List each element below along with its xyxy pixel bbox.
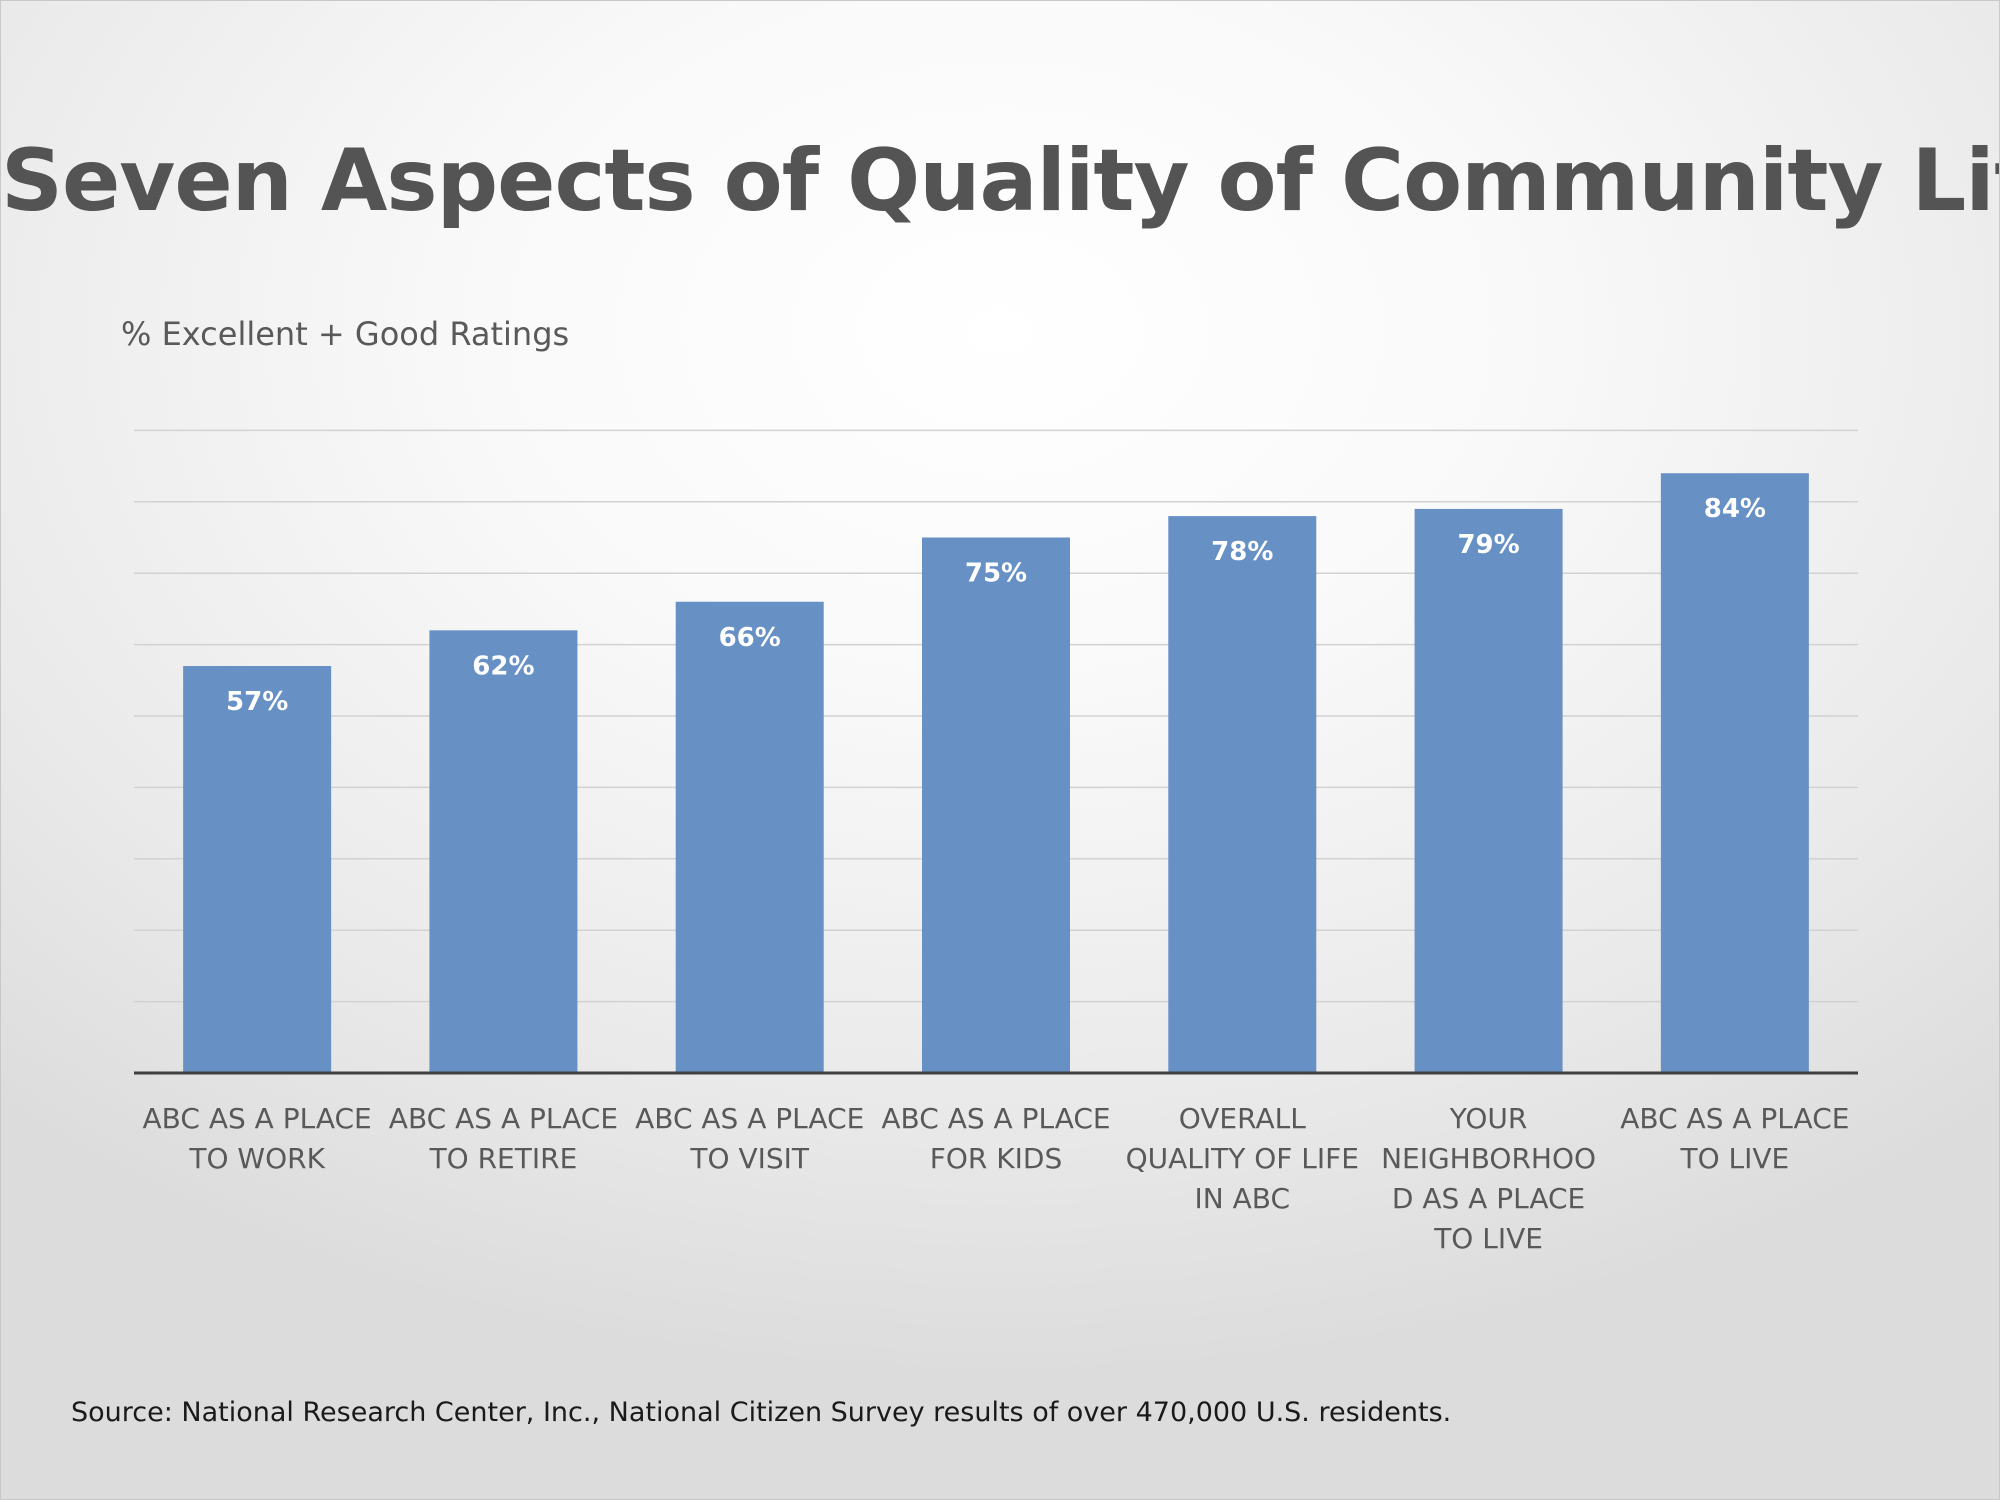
bar-7 xyxy=(1660,473,1809,1073)
bar-1 xyxy=(183,666,332,1073)
category-label-2: ABC AS A PLACE TO RETIRE xyxy=(388,1102,619,1175)
bars xyxy=(183,473,1809,1073)
chart-title: Seven Aspects of Quality of Community Li… xyxy=(1,131,2000,231)
data-label-7: 84% xyxy=(1704,494,1766,524)
data-label-1: 57% xyxy=(226,687,288,717)
bar-4 xyxy=(922,537,1070,1073)
data-label-4: 75% xyxy=(965,559,1027,589)
bar-3 xyxy=(675,601,824,1073)
bar-5 xyxy=(1168,516,1317,1073)
bar-2 xyxy=(429,630,578,1073)
category-label-3: ABC AS A PLACE TO VISIT xyxy=(635,1102,865,1175)
category-label-4: ABC AS A PLACE FOR KIDS xyxy=(881,1102,1111,1175)
data-label-3: 66% xyxy=(719,623,781,653)
data-label-5: 78% xyxy=(1211,537,1273,567)
category-label-1: ABC AS A PLACE TO WORK xyxy=(142,1102,372,1175)
category-label-7: ABC AS A PLACE TO LIVE xyxy=(1620,1102,1850,1175)
data-labels: 57% 62% 66% 75% 78% 79% 84% xyxy=(226,494,1766,717)
bar-6 xyxy=(1414,508,1563,1073)
category-label-5: OVERALL QUALITY OF LIFE IN ABC xyxy=(1125,1102,1359,1215)
category-label-6: YOUR NEIGHBORHOOD AS A PLACE TO LIVE xyxy=(1381,1102,1597,1255)
data-label-6: 79% xyxy=(1457,530,1519,560)
chart-subtitle: % Excellent + Good Ratings xyxy=(121,315,570,353)
data-label-2: 62% xyxy=(472,651,534,681)
source-note: Source: National Research Center, Inc., … xyxy=(71,1397,1452,1428)
